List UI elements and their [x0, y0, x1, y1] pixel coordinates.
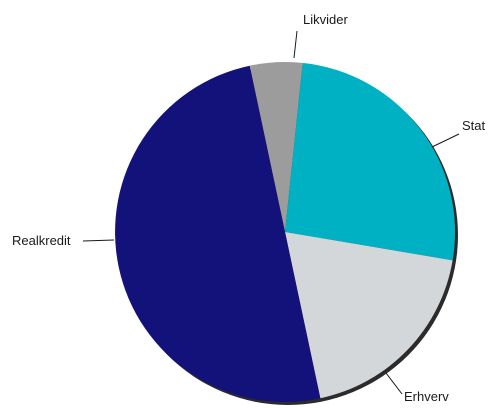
pie-slice-stat: [285, 62, 456, 261]
pie-slice-likvider: [249, 61, 303, 232]
slice-label-stat: Stat: [462, 118, 486, 133]
pie-slices: [115, 61, 456, 402]
pie-labels: Likvider Stat Erhverv Realkredit: [12, 12, 486, 404]
leader-line-stat: [431, 133, 460, 148]
pie-slice-realkredit: [115, 65, 321, 402]
leader-line-likvider: [293, 30, 298, 59]
leader-line-realkredit: [82, 239, 115, 242]
slice-label-realkredit: Realkredit: [12, 233, 71, 248]
leader-line-erhverv: [385, 372, 403, 395]
pie-slice-erhverv: [285, 232, 453, 399]
slice-label-likvider: Likvider: [303, 12, 348, 27]
slice-label-erhverv: Erhverv: [404, 389, 449, 404]
